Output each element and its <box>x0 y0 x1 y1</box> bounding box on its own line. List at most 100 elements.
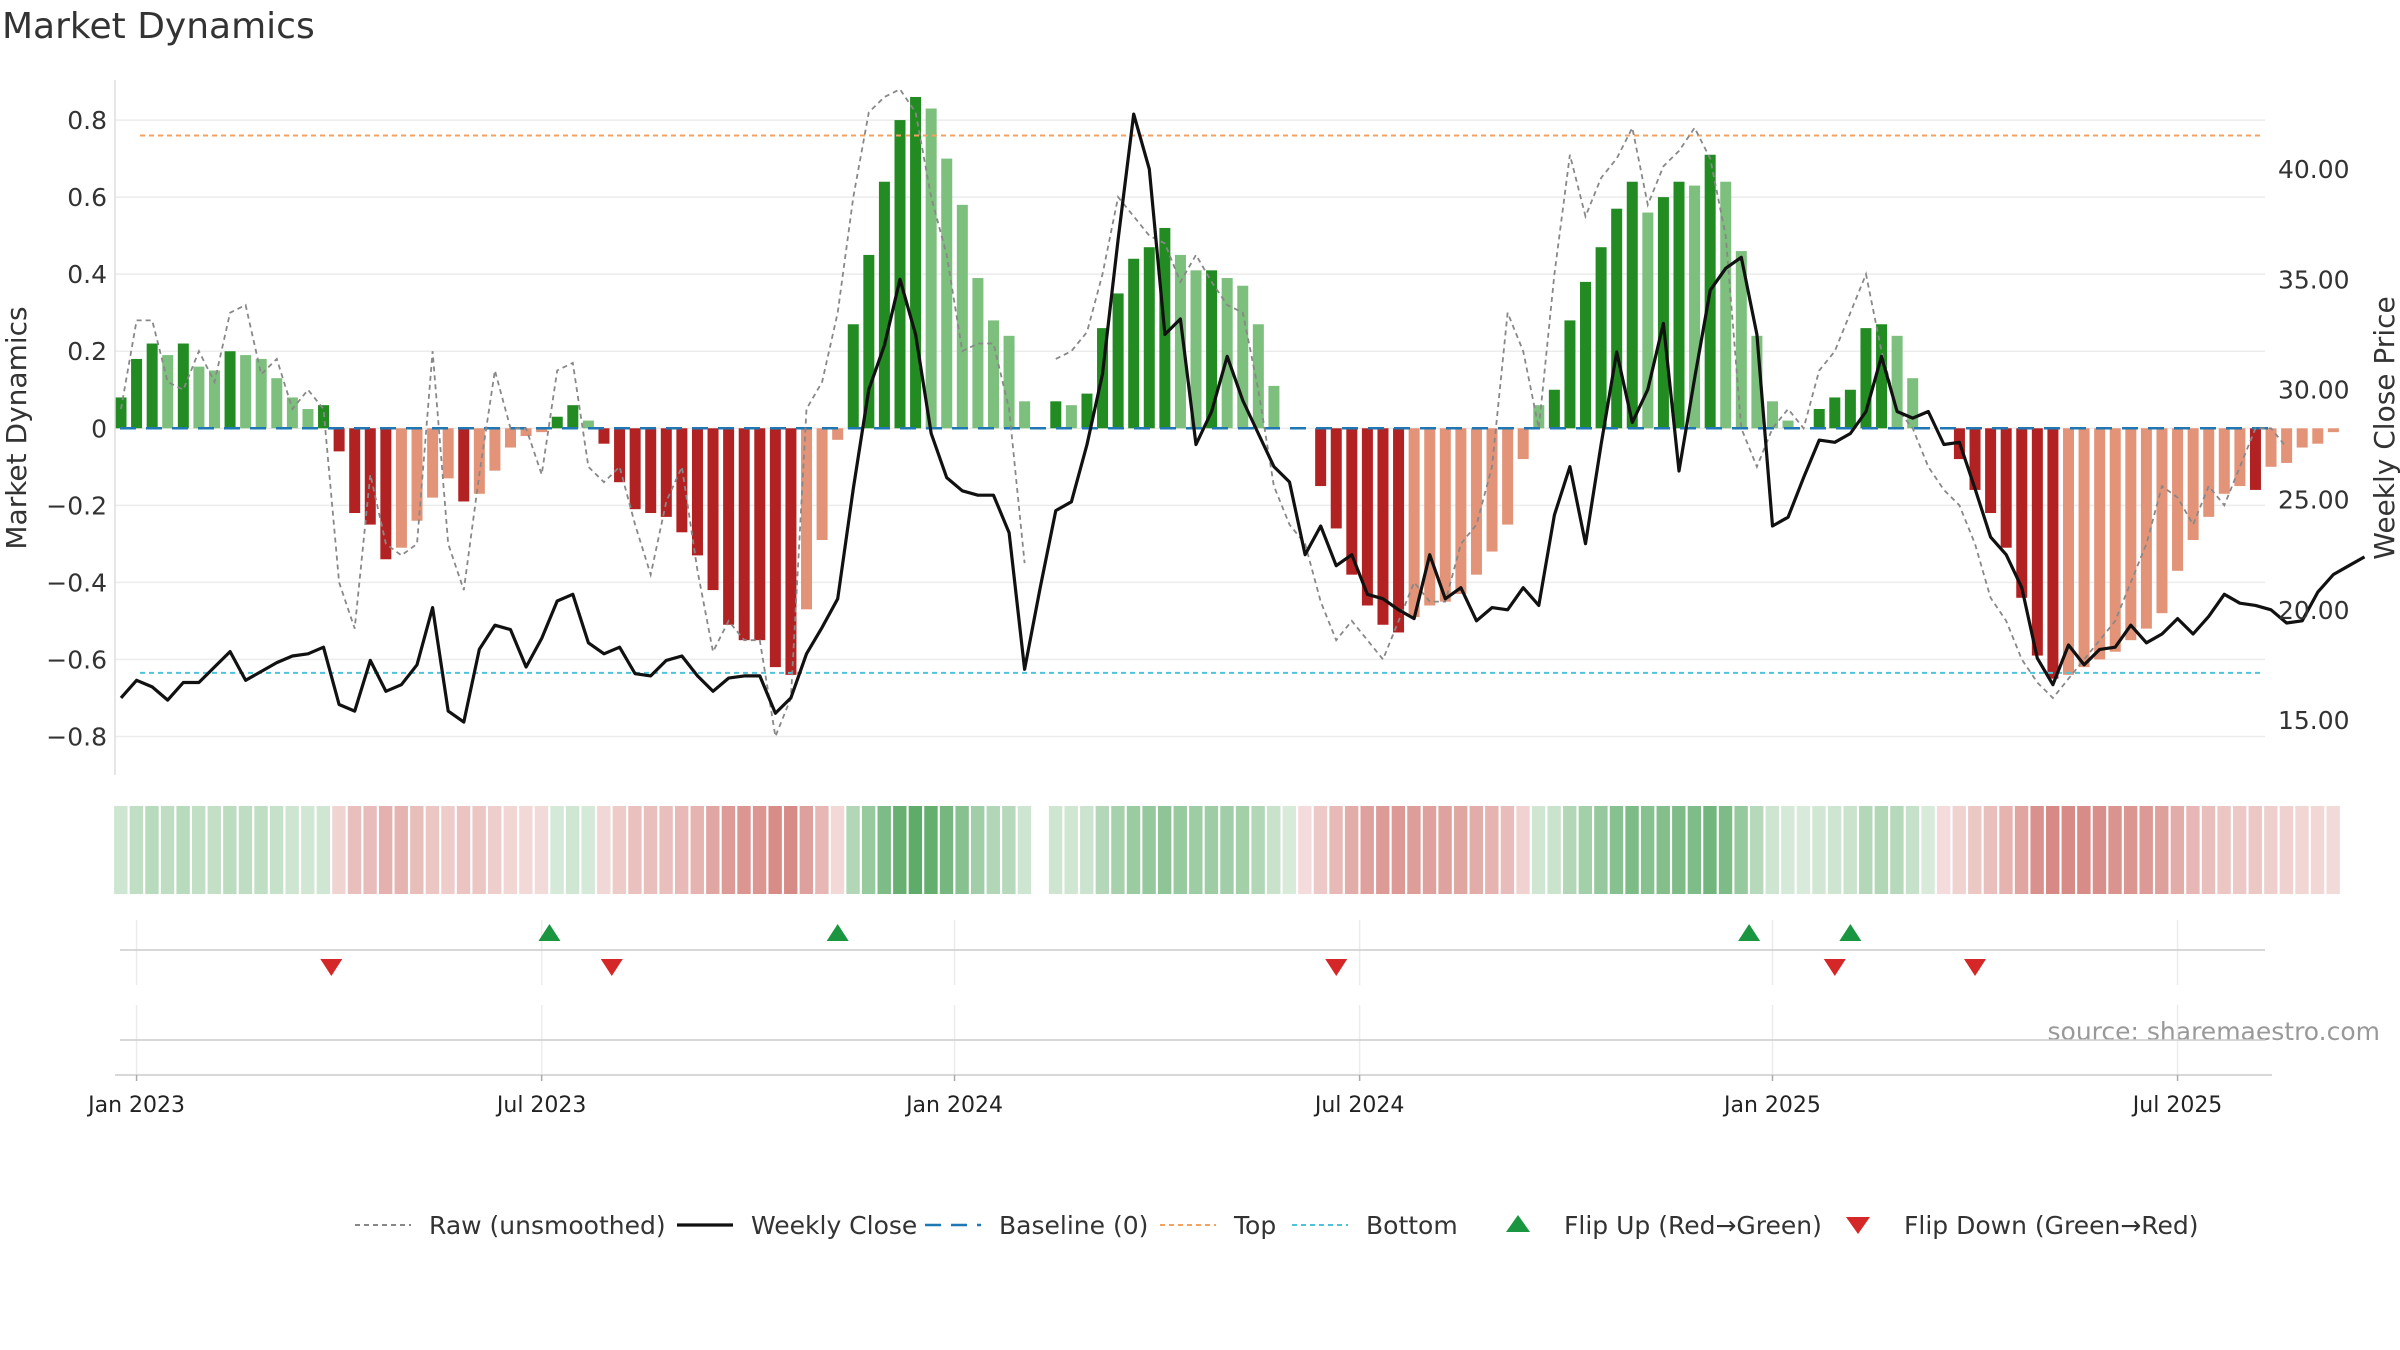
dynamics-bar <box>676 428 688 533</box>
legend-label: Top <box>1233 1211 1276 1240</box>
regime-cell <box>1298 806 1312 894</box>
regime-cell <box>347 806 362 894</box>
regime-cell <box>1453 806 1468 894</box>
flip-down-marker <box>1964 959 1987 976</box>
dynamics-bar <box>1424 428 1436 606</box>
regime-cell <box>2030 806 2045 894</box>
dynamics-bar <box>1891 335 1903 429</box>
flip-markers-layer <box>320 924 1987 976</box>
dynamics-bar <box>302 409 314 429</box>
regime-cell <box>534 806 549 894</box>
legend-item-bottom: Bottom <box>1292 1211 1458 1240</box>
y-tick-label-left: 0.6 <box>67 183 107 212</box>
y-tick-label-left: −0.4 <box>46 568 107 597</box>
raw-line <box>120 88 2288 740</box>
dynamics-bar <box>1533 405 1545 429</box>
dynamics-bar <box>660 428 672 517</box>
dynamics-bar <box>333 428 345 452</box>
dynamics-bar <box>1673 181 1685 429</box>
regime-cell <box>145 806 160 894</box>
dynamics-bar <box>1720 181 1732 429</box>
regime-cell <box>1422 806 1437 894</box>
regime-cell <box>1718 806 1733 894</box>
chart-title: Market Dynamics <box>2 6 315 47</box>
regime-cell <box>223 806 237 894</box>
regime-cell <box>363 806 378 894</box>
dynamics-bar <box>505 428 516 448</box>
regime-cell <box>2077 806 2091 894</box>
regime-cell <box>1111 806 1126 894</box>
regime-cell <box>1874 806 1889 894</box>
flip-up-marker <box>1738 924 1761 941</box>
flip-down-marker <box>1823 959 1846 976</box>
legend-swatch-flip-down <box>1846 1217 1870 1234</box>
legend-item-close: Weekly Close <box>677 1211 917 1240</box>
regime-cell <box>519 806 533 894</box>
dynamics-bar <box>1595 247 1607 429</box>
regime-cell <box>908 806 923 894</box>
regime-cell <box>737 806 752 894</box>
regime-cell <box>503 806 518 894</box>
regime-cell <box>659 806 674 894</box>
dynamics-bar <box>1330 428 1342 529</box>
regime-cell <box>986 806 1001 894</box>
dynamics-bar <box>536 428 548 433</box>
regime-cell <box>1531 806 1546 894</box>
dynamics-bar <box>146 343 158 429</box>
regime-cell <box>2139 806 2154 894</box>
regime-cell <box>2123 806 2138 894</box>
y-tick-label-left: 0.2 <box>67 337 107 366</box>
dynamics-bar <box>489 428 501 471</box>
dynamics-bar <box>2281 428 2293 463</box>
dynamics-bar <box>1829 397 1841 429</box>
regime-cell <box>1204 806 1219 894</box>
regime-cell <box>643 806 658 894</box>
regime-cell <box>2217 806 2232 894</box>
flip-up-marker <box>538 924 561 941</box>
dynamics-bar <box>2000 428 2012 548</box>
dynamics-bar <box>1985 428 1997 514</box>
dynamics-bar <box>551 416 563 429</box>
regime-cell <box>1968 806 1982 894</box>
dynamics-bar <box>987 320 999 429</box>
dynamics-bar <box>2016 428 2028 598</box>
x-axis-layer: Jan 2023 Jul 2023 Jan 2024 Jul 2024 Jan 2025… <box>86 1075 2222 1118</box>
dynamics-bar <box>1751 335 1763 429</box>
regime-cell <box>301 806 315 894</box>
dynamics-bar <box>1626 181 1638 429</box>
dynamics-bar <box>1642 212 1654 429</box>
dynamics-bar <box>847 324 859 429</box>
y-tick-label-right: 30.00 <box>2278 375 2350 404</box>
dynamics-bar <box>598 428 610 444</box>
y-tick-label-right: 35.00 <box>2278 265 2350 294</box>
regime-cell <box>2155 806 2169 894</box>
regime-cell <box>971 806 985 894</box>
regime-cell <box>1843 806 1858 894</box>
regime-cell <box>1142 806 1157 894</box>
dynamics-bar <box>1439 428 1451 602</box>
regime-cell <box>1609 806 1624 894</box>
regime-cell <box>1189 806 1203 894</box>
legend-label: Raw (unsmoothed) <box>429 1211 666 1240</box>
regime-cell <box>1983 806 1998 894</box>
regime-cell <box>114 806 128 894</box>
dynamics-bar <box>380 428 392 560</box>
regime-cell <box>2279 806 2294 894</box>
regime-cell <box>2061 806 2076 894</box>
legend-label: Flip Down (Green→Red) <box>1904 1211 2199 1240</box>
regime-cell <box>1905 806 1920 894</box>
regime-cell <box>1921 806 1936 894</box>
axes-layer: 0.8 0.6 0.4 0.2 0 −0.2 −0.4 −0.6 −0.8 40.00 35.00 3… <box>46 80 2350 1076</box>
regime-cell <box>269 806 284 894</box>
regime-cell <box>1469 806 1484 894</box>
regime-cell <box>550 806 565 894</box>
dynamics-bar <box>910 96 922 429</box>
regime-cell <box>425 806 440 894</box>
dynamics-bar <box>395 428 407 548</box>
regime-cell <box>1672 806 1686 894</box>
flip-up-marker <box>1839 924 1862 941</box>
regime-cell <box>332 806 347 894</box>
regime-cell <box>1376 806 1390 894</box>
regime-cell <box>472 806 487 894</box>
